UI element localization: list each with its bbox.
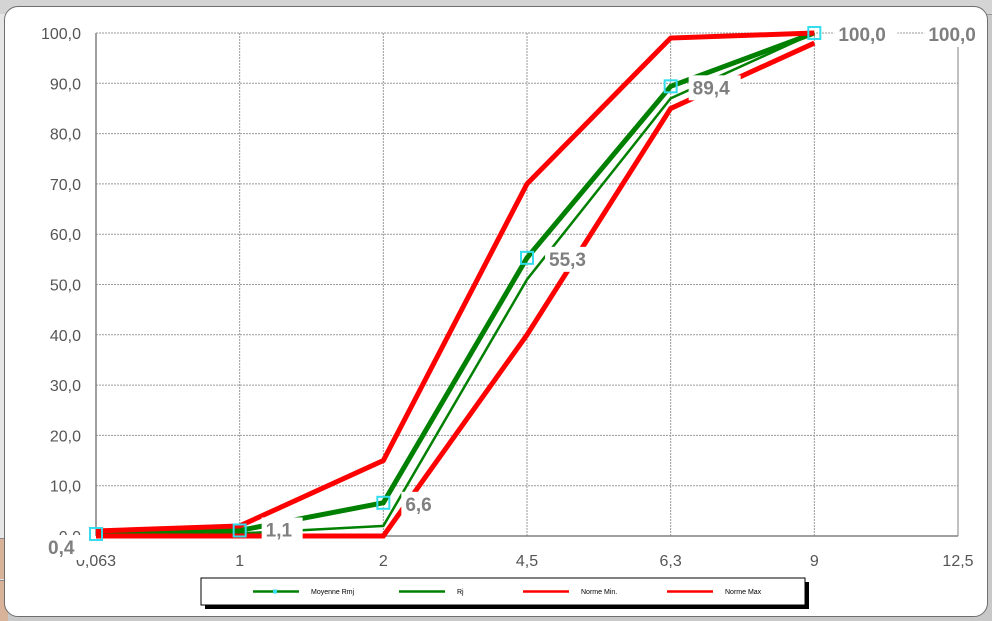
x-tick-label: 6,3 bbox=[660, 553, 682, 570]
data-point-marker bbox=[376, 495, 391, 510]
data-label: 55,3 bbox=[549, 250, 586, 271]
y-tick-label: 10,0 bbox=[50, 479, 81, 496]
y-tick-label: 80,0 bbox=[50, 127, 81, 144]
data-label: 100,0 bbox=[838, 25, 886, 46]
legend[interactable]: Moyenne Rmj Rj Norme Min. Norme Max bbox=[200, 577, 809, 609]
data-point-marker bbox=[807, 26, 822, 40]
data-label-background bbox=[261, 517, 303, 543]
data-label-background bbox=[44, 534, 85, 560]
legend-label: Rj bbox=[457, 589, 464, 596]
y-tick-label: 40,0 bbox=[50, 328, 81, 345]
y-tick-label: 100,0 bbox=[41, 26, 81, 43]
legend-marker bbox=[273, 589, 277, 594]
data-label: 1,1 bbox=[266, 520, 293, 541]
data-label-background bbox=[688, 75, 741, 101]
legend-label: Norme Max bbox=[725, 589, 762, 596]
y-tick-label: 90,0 bbox=[50, 76, 81, 93]
y-tick-label: 50,0 bbox=[50, 278, 81, 295]
data-label: 100,0 bbox=[928, 25, 976, 46]
data-point-marker bbox=[232, 523, 247, 538]
data-label-background bbox=[545, 246, 597, 272]
x-tick-label: 2 bbox=[379, 553, 388, 570]
data-label-background bbox=[834, 22, 898, 47]
y-tick-label: 60,0 bbox=[50, 227, 81, 244]
data-label: 6,6 bbox=[405, 495, 431, 516]
x-tick-label: 9 bbox=[810, 553, 819, 570]
y-tick-label: 30,0 bbox=[50, 378, 81, 395]
y-tick-label: 20,0 bbox=[50, 428, 81, 445]
chart-area[interactable]: 0,010,020,030,040,050,060,070,080,090,01… bbox=[4, 6, 988, 617]
x-axis-tick-labels: 0,063 1 2 4,5 6,3 9 12,5 bbox=[76, 553, 974, 570]
grid-lines bbox=[96, 32, 958, 536]
y-axis-tick-labels: 0,010,020,030,040,050,060,070,080,090,01… bbox=[41, 26, 81, 546]
legend-label: Norme Min. bbox=[581, 589, 617, 596]
data-label-background bbox=[401, 491, 443, 517]
data-point-marker bbox=[520, 250, 534, 265]
line-chart: 0,010,020,030,040,050,060,070,080,090,01… bbox=[41, 22, 988, 609]
data-labels: 0,4 1,1 6,6 55,3 89,4 100,0 100,0 bbox=[44, 22, 988, 560]
y-tick-label: 70,0 bbox=[50, 177, 81, 194]
x-tick-label: 1 bbox=[235, 553, 244, 570]
data-point-marker bbox=[663, 79, 678, 94]
data-point-marker bbox=[89, 526, 103, 541]
data-label-background bbox=[924, 22, 988, 47]
x-tick-label: 0,063 bbox=[76, 553, 116, 570]
data-label: 89,4 bbox=[693, 78, 730, 99]
series-line bbox=[95, 30, 816, 537]
legend-box bbox=[200, 577, 806, 606]
x-tick-label: 4,5 bbox=[516, 553, 538, 570]
series-line bbox=[95, 30, 815, 534]
legend-label: Moyenne Rmj bbox=[311, 589, 355, 596]
series-line bbox=[96, 40, 816, 539]
x-tick-label: 12,5 bbox=[942, 553, 973, 570]
series-line bbox=[95, 31, 815, 537]
data-label: 0,4 bbox=[48, 538, 75, 559]
series-markers bbox=[89, 26, 822, 541]
